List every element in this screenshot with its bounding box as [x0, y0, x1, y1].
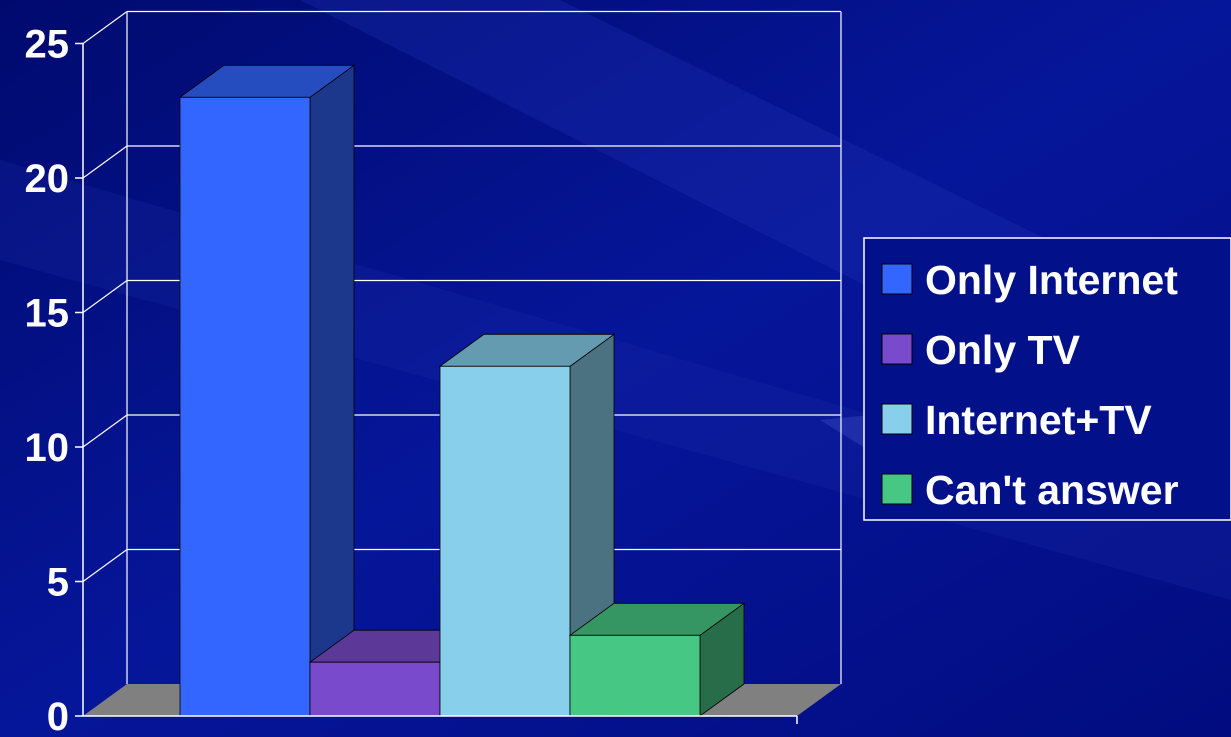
- bar-front: [439, 365, 571, 717]
- gridline-side: [82, 145, 128, 179]
- legend-entry-label: Can't answer: [925, 467, 1179, 513]
- legend-swatch: [881, 333, 913, 365]
- bar: [438, 333, 616, 717]
- legend-swatch: [881, 473, 913, 505]
- bar-side: [309, 64, 355, 717]
- legend-entry-label: Only TV: [925, 327, 1081, 373]
- legend-box: [863, 237, 1231, 521]
- y-tick-label: 20: [25, 157, 70, 201]
- gridline-side: [82, 280, 128, 313]
- y-tick-label: 15: [25, 292, 70, 336]
- legend-entry-label: Internet+TV: [925, 397, 1152, 443]
- y-tick-label: 5: [47, 561, 69, 605]
- bars: [178, 64, 746, 717]
- bar: [568, 602, 746, 717]
- bar-front: [179, 96, 311, 717]
- legend-swatch: [881, 403, 913, 435]
- y-axis: 0 5 10 15 20 25: [25, 23, 798, 737]
- y-tick-label: 10: [25, 426, 70, 470]
- legend-swatch: [881, 263, 913, 295]
- gridline-side: [82, 11, 128, 44]
- gridline-side: [82, 549, 128, 582]
- bar-front: [569, 634, 701, 717]
- y-tick-label: 0: [47, 695, 69, 737]
- legend-entry-label: Only Internet: [925, 257, 1178, 303]
- legend: Only Internet Only TV Internet+TV Can't ans…: [863, 237, 1231, 521]
- bar: [178, 64, 356, 717]
- y-tick-label: 25: [25, 23, 70, 67]
- gridline-side: [82, 414, 128, 448]
- bar-front: [309, 661, 441, 717]
